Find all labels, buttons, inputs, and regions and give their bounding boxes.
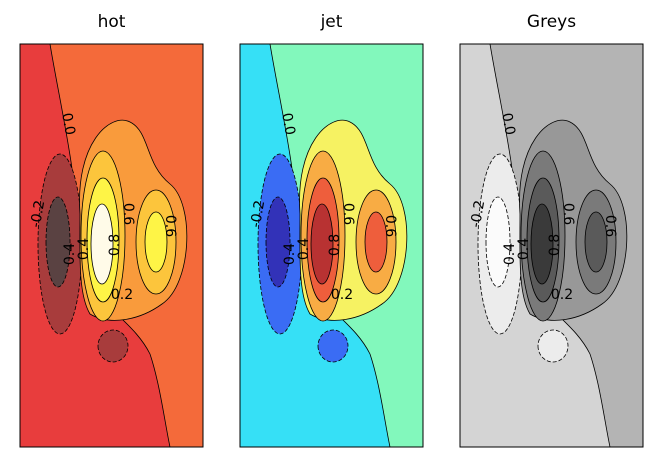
contour-band (144, 211, 168, 273)
contour-label: 0.6 (560, 203, 576, 225)
axes-frame (459, 43, 644, 448)
panel-title: hot (98, 12, 126, 32)
contour-label: 0.0 (498, 112, 518, 137)
contour-label: 0.6 (120, 203, 136, 225)
contour-label: 0.4 (296, 238, 312, 260)
axes-frame (239, 43, 424, 448)
contour-label: 0.2 (331, 287, 353, 303)
contour-label: 0.6 (382, 215, 398, 237)
contour-band (584, 211, 608, 273)
panel-title: jet (320, 12, 343, 32)
contour-label: 0.6 (340, 203, 356, 225)
contour-label: 0.8 (107, 234, 123, 256)
contour-band (317, 329, 349, 363)
contour-label: 0.2 (111, 287, 133, 303)
contour-label: 0.4 (62, 243, 78, 265)
contour-label: -0.2 (28, 199, 49, 229)
contour-label: 0.4 (516, 238, 532, 260)
contour-label: 0.4 (502, 243, 518, 265)
contour-band (364, 211, 388, 273)
panel-title: Greys (527, 12, 576, 32)
plot-area: 0.0 -0.2 0.40.4 0.8 0.6 0.6 0.2 (20, 44, 203, 447)
axes-frame (19, 43, 204, 448)
contour-band (310, 203, 334, 285)
contour-label: 0.0 (278, 112, 298, 137)
contour-label: -0.2 (468, 199, 489, 229)
contour-label: 0.8 (327, 234, 343, 256)
contour-band (90, 203, 114, 285)
plot-area: 0.0 -0.2 0.40.4 0.8 0.6 0.6 0.2 (240, 44, 423, 447)
contour-label: 0.6 (602, 215, 618, 237)
contour-band (97, 329, 129, 363)
contour-band (265, 196, 291, 288)
contour-label: 0.4 (76, 238, 92, 260)
contour-label: 0.6 (162, 215, 178, 237)
contour-band (537, 329, 569, 363)
plot-area: 0.0 -0.2 0.40.4 0.8 0.6 0.6 0.2 (460, 44, 643, 447)
contour-label: 0.4 (282, 243, 298, 265)
contour-label: 0.8 (547, 234, 563, 256)
contour-band (530, 203, 554, 285)
contour-band (485, 196, 511, 288)
contour-label: 0.2 (551, 287, 573, 303)
contour-label: 0.0 (58, 112, 78, 137)
contour-label: -0.2 (248, 199, 269, 229)
contour-band (45, 196, 71, 288)
